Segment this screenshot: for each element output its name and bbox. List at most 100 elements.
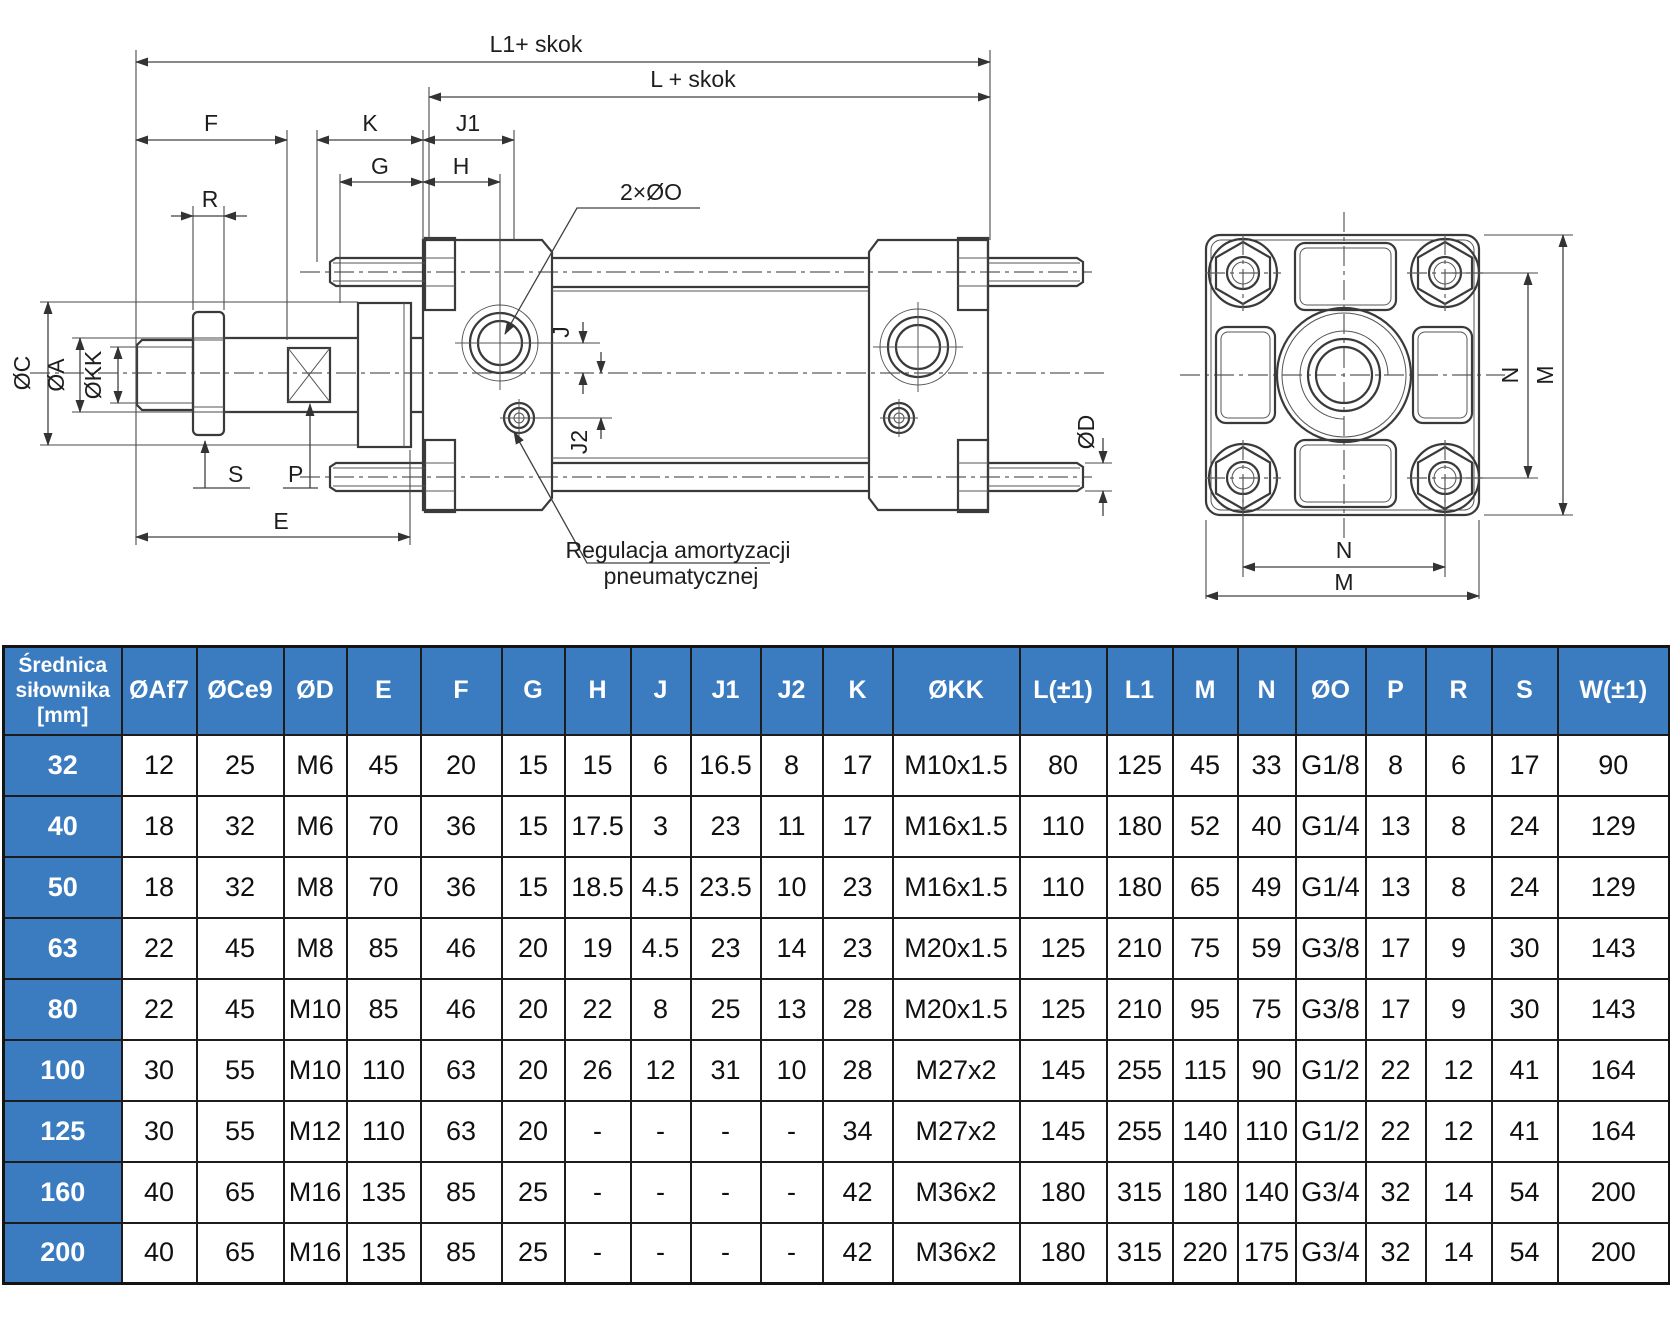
table-cell: 3 bbox=[629, 794, 692, 858]
table-cell: 17 bbox=[1364, 916, 1427, 980]
table-cell: 31 bbox=[689, 1038, 762, 1102]
column-header: N bbox=[1236, 645, 1297, 736]
table-cell: 140 bbox=[1171, 1099, 1239, 1163]
table-cell: 18 bbox=[120, 794, 198, 858]
table-cell: 75 bbox=[1236, 977, 1297, 1041]
table-cell: 175 bbox=[1236, 1221, 1297, 1285]
table-cell: 42 bbox=[821, 1160, 894, 1224]
table-cell: 9 bbox=[1424, 977, 1493, 1041]
table-cell: 200 bbox=[1556, 1221, 1670, 1285]
table-cell: 45 bbox=[195, 916, 285, 980]
column-header: K bbox=[821, 645, 894, 736]
table-cell: 22 bbox=[1364, 1038, 1427, 1102]
dim-label-j: J bbox=[548, 326, 574, 338]
table-cell: 23.5 bbox=[689, 855, 762, 919]
table-row: 63 22 45 M8 85 46 20 19 4.5 23 14 23 M20x1.5 125 210 75… bbox=[2, 916, 1670, 980]
corner-header: Średnica siłownika [mm] bbox=[2, 645, 123, 736]
column-header: F bbox=[419, 645, 503, 736]
table-cell: 46 bbox=[419, 916, 503, 980]
table-cell: 210 bbox=[1105, 916, 1174, 980]
table-cell: 14 bbox=[1424, 1160, 1493, 1224]
table-cell: 18 bbox=[120, 855, 198, 919]
column-header: R bbox=[1424, 645, 1493, 736]
table-cell: 25 bbox=[195, 733, 285, 797]
dim-label-j2: J2 bbox=[566, 430, 592, 454]
table-cell: M16 bbox=[282, 1221, 348, 1285]
table-cell: G1/8 bbox=[1294, 733, 1367, 797]
table-cell: 25 bbox=[689, 977, 762, 1041]
table-cell: 20 bbox=[500, 1038, 566, 1102]
table-cell: 125 bbox=[1018, 977, 1108, 1041]
table-cell: 85 bbox=[419, 1221, 503, 1285]
table-cell: M10 bbox=[282, 1038, 348, 1102]
table-cell: G3/8 bbox=[1294, 977, 1367, 1041]
table-cell: 90 bbox=[1236, 1038, 1297, 1102]
table-cell: 23 bbox=[689, 916, 762, 980]
table-cell: 24 bbox=[1490, 855, 1559, 919]
table-cell: 18.5 bbox=[563, 855, 632, 919]
row-header-bore-size: 160 bbox=[2, 1160, 123, 1224]
dim-label-oa: ØA bbox=[43, 358, 69, 392]
table-cell: 8 bbox=[1364, 733, 1427, 797]
row-header-bore-size: 50 bbox=[2, 855, 123, 919]
dim-label-p: P bbox=[288, 461, 303, 487]
table-cell: 46 bbox=[419, 977, 503, 1041]
table-cell: 32 bbox=[195, 794, 285, 858]
table-cell: 26 bbox=[563, 1038, 632, 1102]
dim-label-h: H bbox=[453, 153, 470, 179]
table-cell: - bbox=[629, 1099, 692, 1163]
column-header: ØD bbox=[282, 645, 348, 736]
table-cell: G3/8 bbox=[1294, 916, 1367, 980]
table-cell: G1/4 bbox=[1294, 794, 1367, 858]
tie-rod-nut bbox=[1205, 235, 1281, 311]
table-cell: 36 bbox=[419, 855, 503, 919]
cushion-note-line1: Regulacja amortyzacji bbox=[566, 537, 791, 563]
table-cell: 125 bbox=[1105, 733, 1174, 797]
table-cell: 55 bbox=[195, 1038, 285, 1102]
table-cell: 210 bbox=[1105, 977, 1174, 1041]
dimensions-table: Średnica siłownika [mm] ØAf7 ØCe9 ØD E F G H J J1… bbox=[2, 645, 1670, 1285]
table-cell: 65 bbox=[195, 1160, 285, 1224]
table-cell: 25 bbox=[500, 1160, 566, 1224]
table-row: 125 30 55 M12 110 63 20- - - -34 M27x2 145 255 140 110… bbox=[2, 1099, 1670, 1163]
table-cell: - bbox=[629, 1221, 692, 1285]
table-cell: 17 bbox=[1364, 977, 1427, 1041]
table-cell: 13 bbox=[1364, 794, 1427, 858]
table-cell: 110 bbox=[345, 1038, 422, 1102]
dim-label-r: R bbox=[202, 186, 219, 212]
table-cell: - bbox=[689, 1099, 762, 1163]
dim-label-l1-skok: L1+ skok bbox=[490, 31, 583, 57]
cushion-note-line2: pneumatycznej bbox=[604, 563, 759, 589]
table-cell: 13 bbox=[759, 977, 824, 1041]
table-cell: 17 bbox=[1490, 733, 1559, 797]
column-header: M bbox=[1171, 645, 1239, 736]
table-cell: 30 bbox=[120, 1038, 198, 1102]
cushion-leader bbox=[513, 431, 770, 564]
table-row: 200 40 65 M16 135 85 25- - - -42 M36x2 180 315 220 175… bbox=[2, 1221, 1670, 1285]
table-cell: 255 bbox=[1105, 1038, 1174, 1102]
table-cell: 85 bbox=[345, 916, 422, 980]
table-cell: 22 bbox=[120, 916, 198, 980]
table-cell: 164 bbox=[1556, 1099, 1670, 1163]
center-boss bbox=[1275, 306, 1413, 444]
table-cell: 12 bbox=[1424, 1099, 1493, 1163]
table-cell: M8 bbox=[282, 916, 348, 980]
table-cell: 28 bbox=[821, 1038, 894, 1102]
table-cell: 19 bbox=[563, 916, 632, 980]
table-cell: M16x1.5 bbox=[891, 794, 1021, 858]
table-cell: 28 bbox=[821, 977, 894, 1041]
side-view bbox=[30, 236, 1105, 514]
table-cell: 23 bbox=[821, 855, 894, 919]
dim-label-okk: ØKK bbox=[80, 350, 106, 399]
table-cell: 85 bbox=[345, 977, 422, 1041]
table-cell: 85 bbox=[419, 1160, 503, 1224]
table-cell: 24 bbox=[1490, 794, 1559, 858]
table-cell: 23 bbox=[689, 794, 762, 858]
table-cell: 180 bbox=[1018, 1221, 1108, 1285]
table-cell: 145 bbox=[1018, 1099, 1108, 1163]
table-cell: 140 bbox=[1236, 1160, 1297, 1224]
table-cell: 180 bbox=[1105, 794, 1174, 858]
table-cell: 34 bbox=[821, 1099, 894, 1163]
table-cell: - bbox=[759, 1221, 824, 1285]
table-cell: 75 bbox=[1171, 916, 1239, 980]
